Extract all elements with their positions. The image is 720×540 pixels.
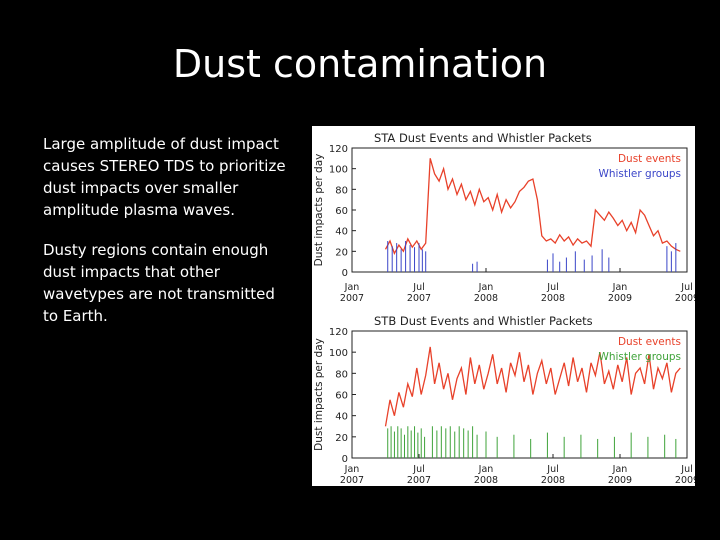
slide-title: Dust contamination <box>172 42 548 86</box>
x-tick-label: Jan <box>612 464 628 475</box>
y-tick-label: 100 <box>329 165 348 176</box>
y-tick-label: 20 <box>335 247 348 258</box>
y-tick-label: 0 <box>342 268 348 279</box>
x-tick-label: Jul <box>546 282 558 293</box>
x-tick-label: 2007 <box>407 475 431 486</box>
x-tick-label: Jul <box>680 282 692 293</box>
x-tick-label: Jul <box>412 282 424 293</box>
y-tick-label: 60 <box>335 206 348 217</box>
x-tick-label: Jan <box>478 282 494 293</box>
chart-svg: STA Dust Events and Whistler Packets Dust… <box>313 131 699 486</box>
dust-series-line <box>384 346 681 427</box>
y-axis-label: Dust impacts per day <box>313 154 325 267</box>
dust-series-line <box>384 158 681 255</box>
x-tick-label: 2008 <box>541 293 565 304</box>
x-tick-label: Jan <box>344 464 360 475</box>
x-tick-label: Jan <box>612 282 628 293</box>
paragraph: Dusty regions contain enough dust impact… <box>43 241 275 325</box>
legend-entry: Dust events <box>618 336 681 348</box>
x-tick-label: 2007 <box>340 475 364 486</box>
x-tick-label: Jan <box>478 464 494 475</box>
paragraph: Large amplitude of dust impact causes ST… <box>43 135 286 219</box>
x-tick-label: 2007 <box>407 293 431 304</box>
chart-figure: STA Dust Events and Whistler Packets Dust… <box>312 126 699 486</box>
legend-entry: Whistler groups <box>598 351 681 363</box>
x-tick-label: 2009 <box>608 293 632 304</box>
chart-title: STA Dust Events and Whistler Packets <box>374 131 592 145</box>
y-tick-label: 80 <box>335 369 348 380</box>
chart-title: STB Dust Events and Whistler Packets <box>374 314 593 328</box>
x-tick-label: 2009 <box>608 475 632 486</box>
x-tick-label: Jul <box>680 464 692 475</box>
legend-entry: Whistler groups <box>598 168 681 180</box>
body-text: Large amplitude of dust impact causes ST… <box>43 133 288 345</box>
x-tick-label: Jul <box>412 464 424 475</box>
x-tick-label: 2007 <box>340 293 364 304</box>
x-tick-label: Jan <box>344 282 360 293</box>
x-tick-label: 2008 <box>474 475 498 486</box>
x-tick-label: 2008 <box>474 293 498 304</box>
y-tick-label: 60 <box>335 391 348 402</box>
x-tick-label: Jul <box>546 464 558 475</box>
plot-frame <box>351 147 688 273</box>
x-tick-label: 2008 <box>541 475 565 486</box>
y-tick-label: 120 <box>329 327 348 338</box>
y-tick-label: 100 <box>329 348 348 359</box>
y-tick-label: 40 <box>335 412 348 423</box>
y-tick-label: 0 <box>342 454 348 465</box>
x-tick-label: 2009 <box>675 293 695 304</box>
y-tick-label: 120 <box>329 144 348 155</box>
y-tick-label: 80 <box>335 185 348 196</box>
y-axis-label: Dust impacts per day <box>313 338 325 451</box>
y-tick-label: 20 <box>335 433 348 444</box>
y-tick-label: 40 <box>335 227 348 238</box>
legend-entry: Dust events <box>618 153 681 165</box>
x-tick-label: 2009 <box>675 475 695 486</box>
